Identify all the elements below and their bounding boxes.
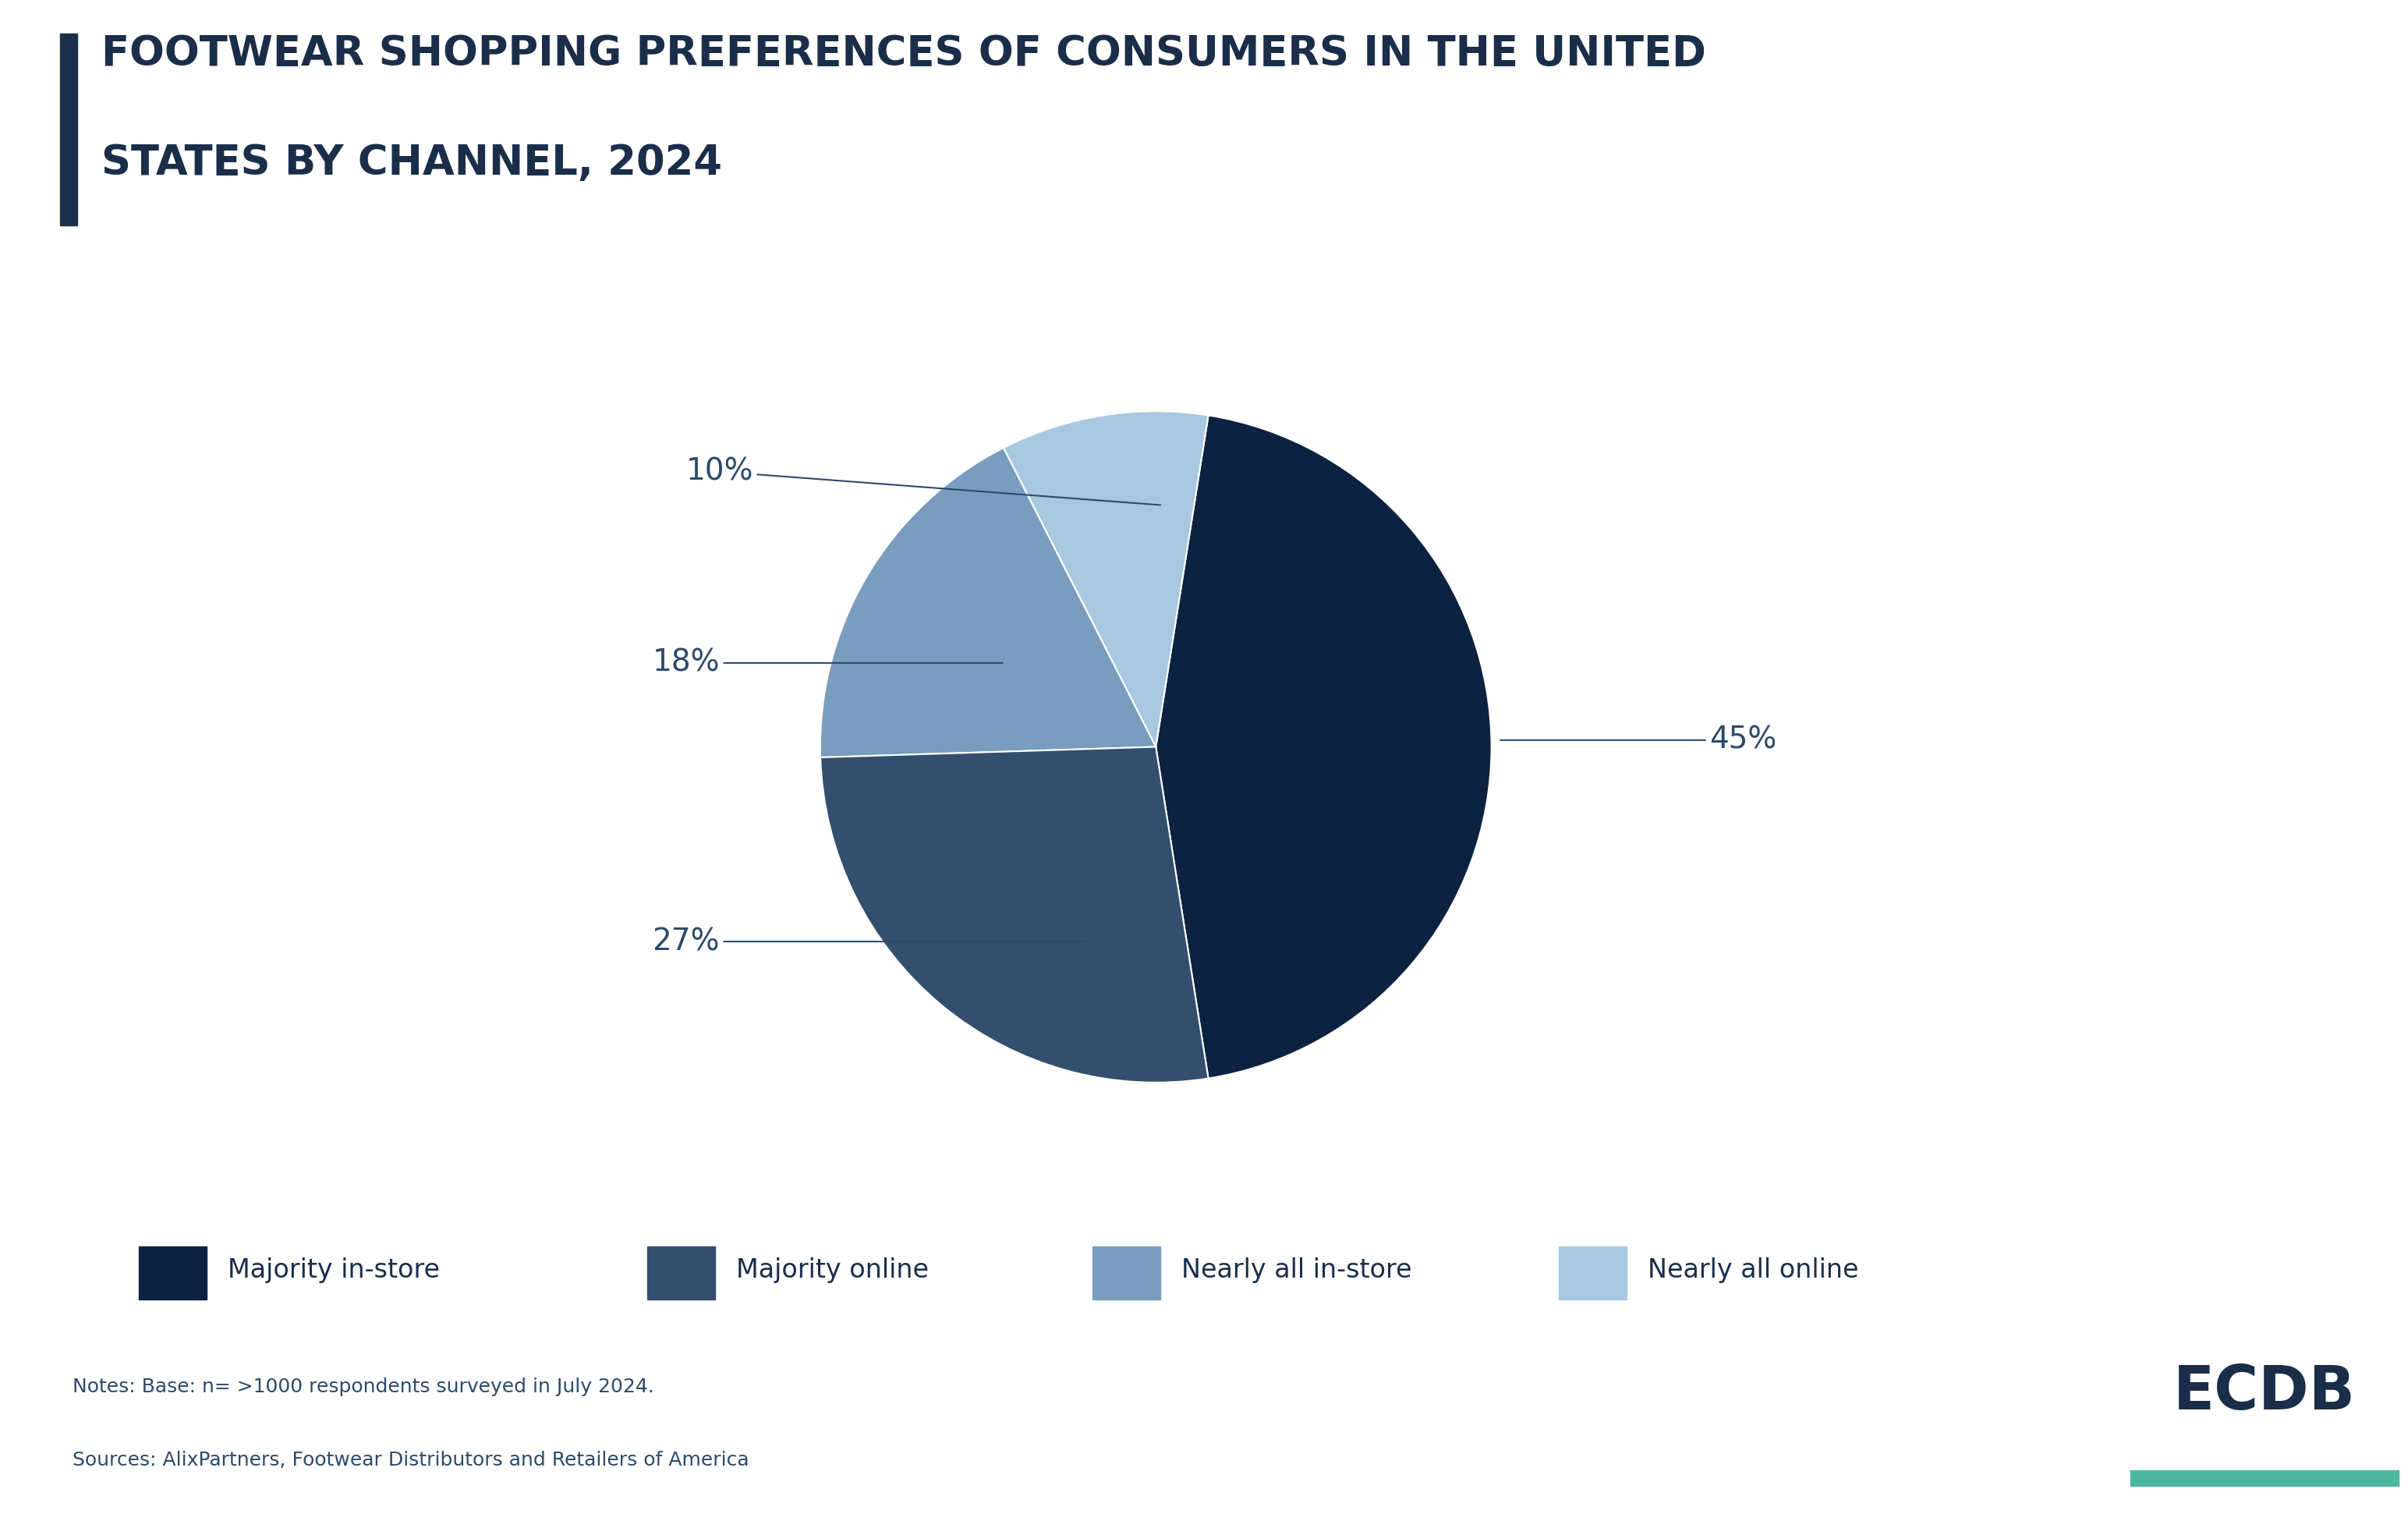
Text: 45%: 45%	[1500, 726, 1777, 754]
Bar	[140, 1247, 207, 1300]
Wedge shape	[821, 447, 1156, 757]
Text: ECDB: ECDB	[2174, 1363, 2355, 1422]
Text: STATES BY CHANNEL, 2024: STATES BY CHANNEL, 2024	[101, 143, 722, 184]
Text: 27%: 27%	[653, 926, 1086, 957]
Text: Nearly all in-store: Nearly all in-store	[1182, 1258, 1411, 1282]
Text: 18%: 18%	[653, 648, 1002, 678]
Bar	[1093, 1247, 1161, 1300]
Wedge shape	[821, 747, 1209, 1083]
Bar	[2131, 1471, 2398, 1486]
Text: FOOTWEAR SHOPPING PREFERENCES OF CONSUMERS IN THE UNITED: FOOTWEAR SHOPPING PREFERENCES OF CONSUME…	[101, 33, 1705, 75]
Text: Nearly all online: Nearly all online	[1647, 1258, 1859, 1282]
Wedge shape	[1004, 411, 1209, 747]
Bar	[648, 1247, 715, 1300]
Text: Notes: Base: n= >1000 respondents surveyed in July 2024.: Notes: Base: n= >1000 respondents survey…	[72, 1378, 655, 1396]
Text: Sources: AlixPartners, Footwear Distributors and Retailers of America: Sources: AlixPartners, Footwear Distribu…	[72, 1451, 749, 1469]
Text: Majority online: Majority online	[737, 1258, 929, 1282]
Bar	[1558, 1247, 1625, 1300]
Text: Majority in-store: Majority in-store	[229, 1258, 441, 1282]
Wedge shape	[1156, 415, 1491, 1078]
Text: 10%: 10%	[686, 456, 1161, 505]
Bar	[60, 33, 77, 225]
